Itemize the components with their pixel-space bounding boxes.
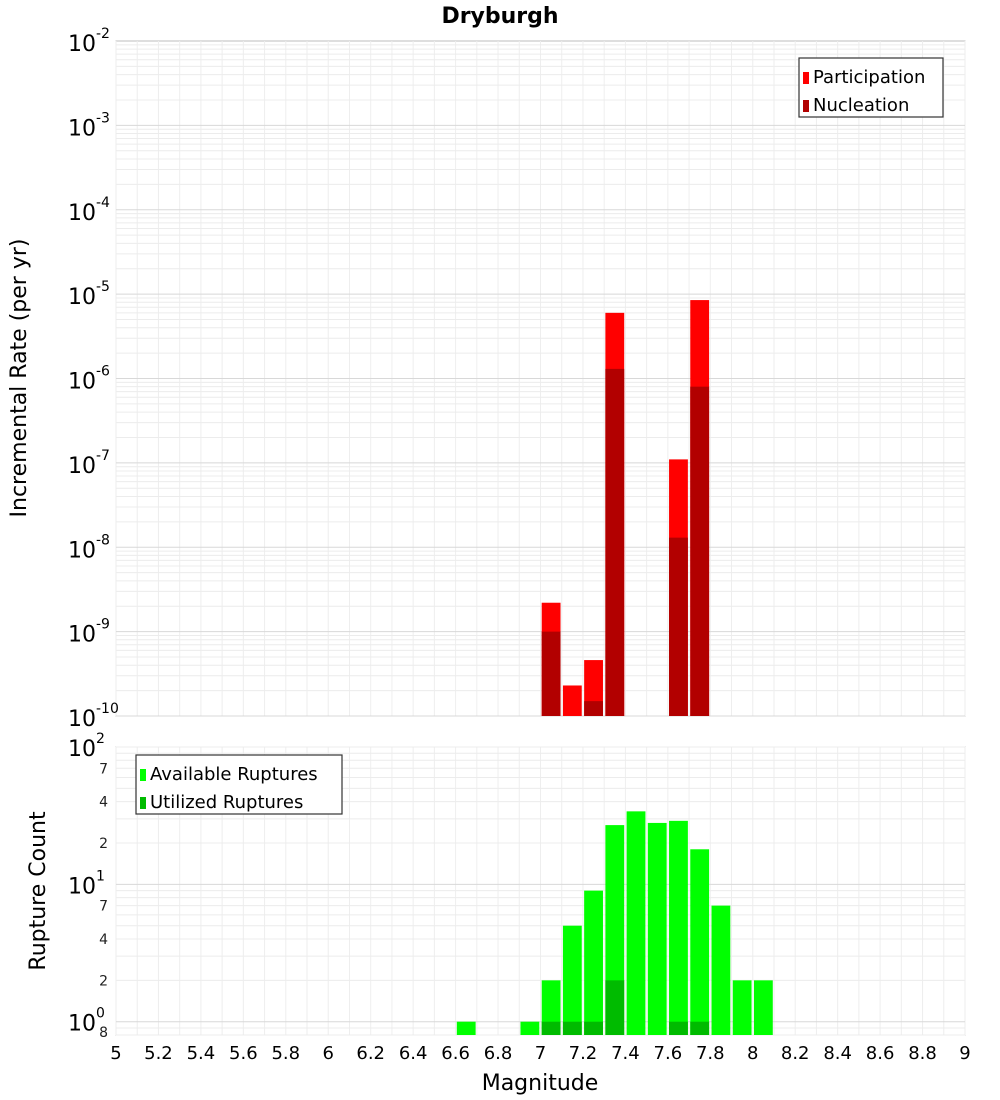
count-y-minor-tick: 2: [99, 836, 108, 852]
count-y-minor-tick: 4: [99, 795, 108, 811]
rate-bar-1-4: [690, 386, 710, 716]
count-y-minor-tick: 2: [99, 973, 108, 989]
count-bar-0-4: [584, 890, 603, 1035]
rate-y-tick-exp: -10: [96, 701, 119, 717]
rate-y-tick-base: 10: [68, 707, 96, 732]
count-bar-0-12: [753, 980, 773, 1035]
rate-y-tick-base: 10: [68, 370, 96, 395]
rate-y-tick-base: 10: [68, 538, 96, 563]
count-bar-1-3: [605, 980, 625, 1035]
magnitude-x-tick: 9: [959, 1043, 970, 1064]
rate-y-tick-exp: -5: [96, 279, 110, 295]
rate-y-tick-exp: -2: [96, 26, 110, 42]
rate-bar-0-1: [562, 685, 582, 716]
rate-legend: Participation Nucleation: [798, 57, 944, 118]
magnitude-x-tick: 6.6: [441, 1043, 470, 1064]
rate-y-tick-base: 10: [68, 32, 96, 57]
count-y-axis-label: Rupture Count: [26, 811, 51, 971]
magnitude-x-tick: 5.8: [271, 1043, 300, 1064]
count-bar-0-6: [626, 811, 646, 1035]
rate-bar-1-2: [605, 368, 625, 716]
magnitude-x-tick: 6: [323, 1043, 334, 1064]
rate-y-tick-exp: -4: [96, 195, 110, 211]
count-y-tick-exp: 2: [96, 731, 105, 747]
rate-y-tick-base: 10: [68, 201, 96, 226]
count-y-minor-tick: 7: [99, 899, 108, 915]
chart-title: Dryburgh: [441, 4, 558, 29]
rate-y-tick-exp: -9: [96, 617, 110, 633]
magnitude-x-tick: 5.4: [187, 1043, 216, 1064]
count-y-minor-tick: 8: [99, 1025, 108, 1041]
rate-y-axis-label: Incremental Rate (per yr): [7, 239, 32, 518]
magnitude-x-tick: 8.8: [908, 1043, 937, 1064]
count-y-tick-base: 10: [68, 874, 96, 899]
count-bar-0-10: [711, 905, 731, 1035]
rate-y-tick-exp: -7: [96, 448, 110, 464]
count-legend: Available Ruptures Utilized Ruptures: [135, 754, 343, 815]
magnitude-x-tick: 8.6: [866, 1043, 895, 1064]
rate-y-tick-exp: -6: [96, 364, 110, 380]
rate-gridlines: [115, 41, 966, 717]
count-legend-swatch: [140, 769, 146, 781]
count-bar-0-11: [732, 980, 752, 1035]
count-legend-box: [135, 754, 343, 815]
rate-legend-box: [798, 57, 944, 118]
rate-bar-1-1: [584, 701, 603, 716]
magnitude-x-tick: 8.4: [823, 1043, 852, 1064]
rate-y-ticks: 10-210-310-410-510-610-710-810-910-10: [68, 26, 119, 732]
count-y-minor-tick: 7: [99, 761, 108, 777]
count-legend-label: Utilized Ruptures: [150, 792, 303, 813]
magnitude-x-tick: 5.2: [144, 1043, 173, 1064]
count-legend-label: Available Ruptures: [150, 764, 318, 785]
rate-y-tick-exp: -3: [96, 110, 110, 126]
rate-y-tick-base: 10: [68, 454, 96, 479]
count-y-tick-base: 10: [68, 737, 96, 762]
magnitude-x-ticks: 5 5.2 5.4 5.6 5.8 6 6.2 6.4 6.6 6.8 7 7.2 7.4 7.6 7.8 8…: [110, 1043, 970, 1064]
count-bar-0-8: [669, 820, 688, 1035]
magnitude-x-tick: 6.4: [399, 1043, 428, 1064]
count-bar-1-0: [541, 1021, 561, 1035]
magnitude-x-tick: 5.6: [229, 1043, 258, 1064]
rate-y-tick-base: 10: [68, 285, 96, 310]
rate-legend-label: Nucleation: [813, 95, 909, 116]
magnitude-x-tick: 5: [110, 1043, 121, 1064]
magnitude-x-tick: 7.2: [569, 1043, 598, 1064]
count-bar-1-4: [669, 1021, 688, 1035]
count-bar-0-3: [562, 925, 582, 1035]
magnitude-x-tick: 8.2: [781, 1043, 810, 1064]
rate-legend-swatch: [803, 100, 809, 112]
count-bar-1-2: [584, 1021, 603, 1035]
count-bar-0-9: [690, 849, 710, 1035]
magnitude-x-tick: 6.8: [484, 1043, 513, 1064]
rate-y-tick-base: 10: [68, 116, 96, 141]
count-bar-1-5: [690, 1021, 710, 1035]
count-bar-0-2: [541, 980, 561, 1035]
count-bar-1-1: [562, 1021, 582, 1035]
magnitude-x-tick: 7.4: [611, 1043, 640, 1064]
count-bar-0-7: [647, 822, 667, 1035]
count-bars: [456, 811, 773, 1035]
count-bar-0-0: [456, 1021, 476, 1035]
magnitude-x-tick: 7.6: [654, 1043, 683, 1064]
rate-legend-swatch: [803, 72, 809, 84]
count-bar-0-1: [520, 1021, 540, 1035]
x-axis-label: Magnitude: [482, 1071, 599, 1096]
count-y-minor-tick: 4: [99, 932, 108, 948]
count-legend-swatch: [140, 797, 146, 809]
rate-bar-1-0: [541, 631, 561, 716]
magnitude-x-tick: 8: [747, 1043, 758, 1064]
rate-y-tick-base: 10: [68, 623, 96, 648]
count-y-tick-exp: 1: [96, 868, 105, 884]
magnitude-x-tick: 7.8: [696, 1043, 725, 1064]
rate-bars: [541, 300, 710, 716]
count-y-tick-base: 10: [68, 1012, 96, 1037]
magnitude-x-tick: 7: [535, 1043, 546, 1064]
rate-legend-label: Participation: [813, 67, 925, 88]
rate-bar-1-3: [669, 537, 688, 716]
rate-y-tick-exp: -8: [96, 532, 110, 548]
count-y-tick-exp: 0: [96, 1006, 105, 1022]
magnitude-x-tick: 6.2: [356, 1043, 385, 1064]
